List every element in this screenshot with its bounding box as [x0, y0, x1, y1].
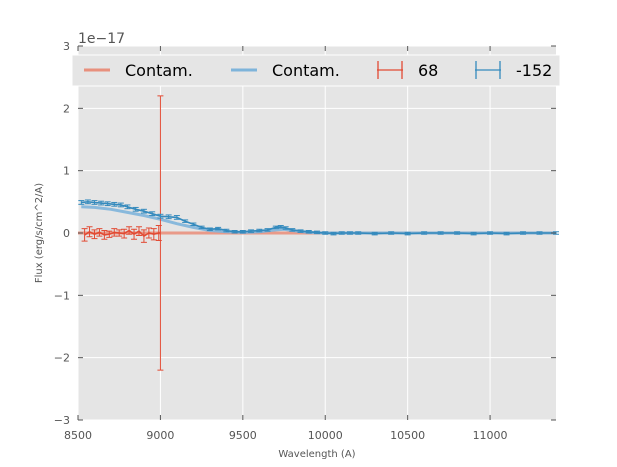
y-tick-label: −3 [54, 414, 70, 427]
legend-label: -152 [516, 61, 552, 80]
x-tick-label: 9000 [146, 429, 174, 442]
y-tick-label: 1 [63, 165, 70, 178]
y-tick-label: 0 [63, 227, 70, 240]
y-tick-label: 2 [63, 102, 70, 115]
y-tick-label: −1 [54, 289, 70, 302]
legend-entry: Contam. [231, 61, 340, 80]
x-tick-label: 10000 [308, 429, 343, 442]
legend-entry: 68 [377, 61, 438, 80]
x-tick-label: 10500 [390, 429, 425, 442]
y-axis-label: Flux (erg/s/cm^2/A) [34, 183, 45, 283]
legend-entry: -152 [475, 61, 552, 80]
x-tick-label: 9500 [229, 429, 257, 442]
ticks: 8500 9000 9500 10000 10500 11000 −3 −2 −1 0 1 2 3 [54, 40, 556, 442]
series-layer [78, 95, 559, 371]
y-tick-label: −2 [54, 352, 70, 365]
series-3 [81, 95, 164, 371]
series-4 [78, 199, 559, 236]
x-tick-label: 11000 [473, 429, 508, 442]
legend-label: 68 [418, 61, 438, 80]
y-offset-label: 1e−17 [78, 31, 125, 47]
x-tick-label: 8500 [64, 429, 92, 442]
legend: Contam. Contam. 68 -152 [71, 54, 561, 87]
legend-entry: Contam. [84, 61, 193, 80]
x-axis-label: Wavelength (A) [278, 449, 355, 460]
y-tick-label: 3 [63, 40, 70, 53]
legend-label: Contam. [125, 61, 193, 80]
legend-label: Contam. [272, 61, 340, 80]
